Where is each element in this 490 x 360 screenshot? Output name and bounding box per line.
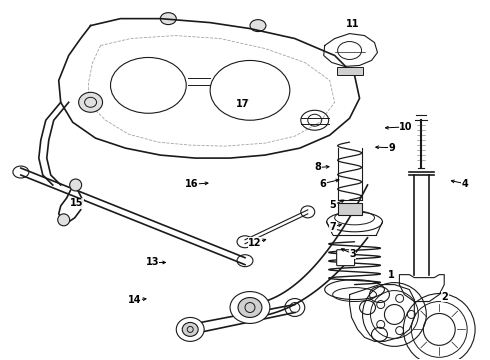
Text: 11: 11 [345, 19, 359, 29]
Text: 7: 7 [329, 222, 336, 231]
Text: 6: 6 [319, 179, 326, 189]
Ellipse shape [78, 92, 102, 112]
Ellipse shape [58, 214, 70, 226]
Ellipse shape [182, 323, 198, 336]
FancyBboxPatch shape [337, 250, 355, 266]
Ellipse shape [230, 292, 270, 323]
Text: 8: 8 [315, 162, 321, 172]
Text: 17: 17 [236, 99, 249, 109]
Ellipse shape [250, 20, 266, 32]
Text: 14: 14 [128, 295, 142, 305]
Bar [338, 203, 362, 215]
Text: 1: 1 [388, 270, 395, 280]
Ellipse shape [70, 179, 82, 191]
Ellipse shape [238, 298, 262, 318]
Text: 10: 10 [399, 122, 413, 132]
Text: 3: 3 [349, 248, 356, 258]
Text: 15: 15 [70, 198, 83, 208]
Text: 2: 2 [442, 292, 448, 302]
Text: 9: 9 [388, 143, 395, 153]
Bar [337, 67, 363, 75]
Text: 12: 12 [248, 238, 262, 248]
Text: 16: 16 [185, 179, 198, 189]
Text: 13: 13 [146, 257, 159, 267]
Ellipse shape [160, 13, 176, 24]
Text: 4: 4 [461, 179, 468, 189]
Ellipse shape [176, 318, 204, 341]
Text: 5: 5 [329, 200, 336, 210]
